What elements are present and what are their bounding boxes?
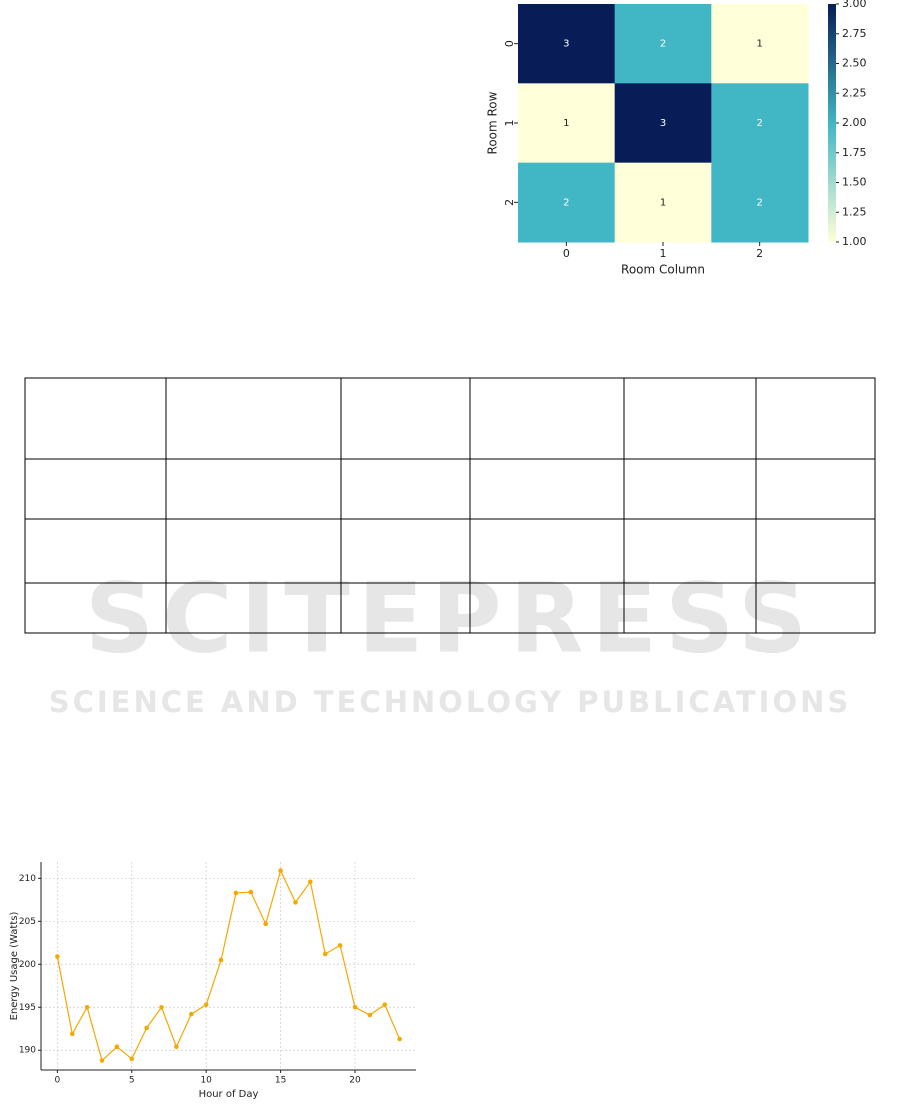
y-axis-label: Energy Usage (Watts) xyxy=(9,912,20,1021)
y-tick-label: 200 xyxy=(19,960,36,970)
data-point xyxy=(352,1004,358,1010)
heat-cell xyxy=(711,4,809,84)
cell-label: 2 xyxy=(660,39,666,50)
x-axis-label: Hour of Day xyxy=(199,1089,259,1100)
watermark: SCITEPRESS SCIENCE AND TECHNOLOGY PUBLIC… xyxy=(49,562,852,719)
x-tick-label: 0 xyxy=(563,247,570,260)
cell-label: 1 xyxy=(756,39,762,50)
data-point xyxy=(293,900,298,905)
x-tick-label: 10 xyxy=(200,1076,212,1086)
colorbar-tick-label: 2.75 xyxy=(842,27,867,40)
data-point xyxy=(188,1011,194,1017)
data-point xyxy=(322,951,328,957)
data-point xyxy=(84,1004,90,1010)
cell-label: 2 xyxy=(563,197,569,208)
x-tick-label: 20 xyxy=(349,1076,361,1086)
table-border xyxy=(24,377,876,634)
data-point xyxy=(55,954,60,959)
heat-cell xyxy=(711,162,809,243)
colorbar xyxy=(828,4,836,242)
data-point xyxy=(397,1036,402,1042)
data-point xyxy=(367,1012,373,1018)
x-tick-label: 5 xyxy=(129,1076,135,1086)
data-point xyxy=(382,1002,388,1007)
data-point xyxy=(263,921,269,927)
data-point xyxy=(203,1002,209,1007)
data-point xyxy=(308,879,313,885)
data-line xyxy=(56,868,401,1062)
colorbar-tick-label: 2.50 xyxy=(842,57,867,70)
data-point xyxy=(99,1058,105,1063)
data-point xyxy=(129,1056,135,1062)
watermark-tagline: SCIENCE AND TECHNOLOGY PUBLICATIONS xyxy=(49,685,852,719)
colorbar-tick-label: 2.00 xyxy=(842,116,867,129)
colorbar-tick-label: 1.25 xyxy=(842,205,867,218)
heat-cell xyxy=(518,4,616,84)
x-tick-label: 0 xyxy=(55,1076,61,1086)
cell-label: 2 xyxy=(756,197,762,208)
y-tick-label: 2 xyxy=(503,199,516,206)
data-point xyxy=(233,890,239,896)
watermark-logo: SCITEPRESS xyxy=(85,562,815,674)
colorbar-tick-label: 3.00 xyxy=(842,0,867,10)
colorbar-tick-label: 1.50 xyxy=(842,176,867,189)
heat-cell xyxy=(518,162,616,243)
colorbar-tick-label: 1.00 xyxy=(842,235,867,248)
y-tick-label: 210 xyxy=(19,874,36,884)
cell-label: 3 xyxy=(660,118,666,129)
y-axis-label: Room Row xyxy=(486,91,500,154)
y-tick-label: 190 xyxy=(19,1046,36,1056)
heat-cell xyxy=(614,83,712,164)
data-point xyxy=(114,1044,120,1050)
x-tick-label: 15 xyxy=(275,1076,286,1086)
data-point xyxy=(144,1025,149,1031)
x-axis-label: Room Column xyxy=(621,263,705,277)
heat-cell xyxy=(518,83,616,164)
data-point xyxy=(159,1004,164,1010)
table-grid xyxy=(24,377,876,634)
x-tick-label: 1 xyxy=(660,247,667,260)
cell-label: 3 xyxy=(563,39,569,50)
data-point xyxy=(248,889,254,895)
x-tick-label: 2 xyxy=(756,247,763,260)
colorbar-tick-label: 2.25 xyxy=(842,86,867,99)
cell-label: 1 xyxy=(660,197,666,208)
y-tick-label: 195 xyxy=(19,1003,36,1013)
cell-label: 2 xyxy=(756,118,762,129)
colorbar-tick-label: 1.75 xyxy=(842,146,867,159)
cell-label: 1 xyxy=(563,118,569,129)
data-point xyxy=(174,1044,179,1050)
heat-cell xyxy=(614,162,712,243)
heat-cell xyxy=(711,83,809,164)
y-tick-label: 205 xyxy=(19,917,36,927)
data-point xyxy=(337,943,343,948)
data-point xyxy=(69,1031,75,1037)
heat-cell xyxy=(614,4,712,84)
y-tick-label: 1 xyxy=(503,120,516,127)
data-point xyxy=(278,868,283,873)
y-tick-label: 0 xyxy=(503,40,516,47)
data-point xyxy=(218,957,224,963)
